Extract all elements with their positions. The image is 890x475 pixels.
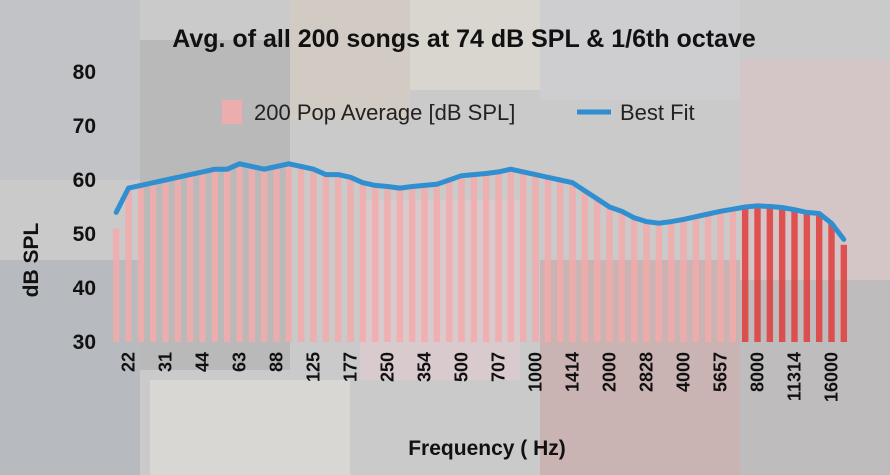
bar [680,217,687,342]
bar [162,177,169,342]
bar [334,174,342,342]
y-tick-label: 60 [73,169,96,192]
bar [630,217,638,342]
bar [149,182,157,342]
x-tick-label: 44 [193,352,213,372]
best-fit-line [113,161,847,242]
bar [717,209,724,342]
x-tick-label: 88 [267,352,287,372]
bar [815,215,823,342]
bar [791,209,798,342]
bar [137,182,145,342]
bar [655,223,663,342]
x-tick-label: 1414 [563,352,583,392]
bar [125,188,132,342]
bar [433,182,441,342]
bar [532,174,539,342]
y-tick-label: 80 [73,61,96,84]
y-tick-label: 50 [73,223,96,246]
bar [519,171,527,342]
x-tick-label: 250 [378,352,398,382]
bar [285,163,293,342]
x-axis-label: Frequency ( Hz) [408,437,566,460]
x-tick-label: 4000 [674,352,694,392]
chart-title: Avg. of all 200 songs at 74 dB SPL & 1/6… [172,25,756,53]
x-tick-label: 2000 [600,352,620,392]
bar [458,174,465,342]
bar [766,204,774,342]
legend-label-bars: 200 Pop Average [dB SPL] [254,100,515,125]
bar [322,174,330,342]
bar [470,174,478,342]
bar [778,207,786,342]
legend-swatch-bars [222,100,242,124]
bar [754,204,761,342]
bar [828,223,835,342]
bar [260,169,268,342]
bar [236,163,243,342]
x-tick-label: 500 [452,352,472,382]
x-tick-label: 1000 [526,352,546,392]
x-tick-label: 707 [489,352,509,382]
bar [593,198,601,342]
y-axis-label: dB SPL [20,222,43,297]
bar [741,207,749,342]
bar [445,177,453,342]
bar [174,177,182,342]
bar [482,171,490,342]
legend: 200 Pop Average [dB SPL] Best Fit [222,100,695,125]
bar [840,244,848,342]
bar [223,169,231,342]
bar [803,212,811,342]
x-tick-label: 5657 [711,352,731,392]
bar [421,185,428,342]
bar [273,163,280,342]
x-tick-label: 125 [304,352,324,382]
bar [408,185,416,342]
bar [729,207,737,342]
bar [618,212,626,342]
x-tick-label: 63 [230,352,250,372]
x-tick-label: 11314 [785,352,805,401]
bar [507,169,515,342]
bar [359,182,367,342]
x-tick-label: 22 [119,352,139,372]
x-tick-label: 16000 [822,352,842,402]
bar [581,190,589,342]
x-tick-label: 8000 [748,352,768,392]
bar [704,212,712,342]
bar [347,177,354,342]
bar [396,188,404,342]
bar [643,220,650,342]
bar [371,185,379,342]
x-tick-label: 177 [341,352,361,382]
bar [248,166,256,342]
bar [186,174,194,342]
bar [556,180,564,342]
x-tick-label: 354 [415,352,435,382]
y-axis-ticks: 30 40 50 60 70 80 [73,61,96,354]
bar [495,171,502,342]
bar [606,207,613,342]
x-axis-ticks: 22 31 44 63 88 125 177 250 354 500 707 1000 1414 2000… [119,352,842,402]
x-tick-label: 2828 [637,352,657,392]
bar [569,182,576,342]
bar [310,169,317,342]
bar [297,166,305,342]
bar [692,215,700,342]
bar [667,220,675,342]
y-tick-label: 70 [73,115,96,138]
bar-series [112,163,848,342]
bar [544,174,552,342]
y-tick-label: 40 [73,277,96,300]
bar [211,169,219,342]
bar [384,185,391,342]
bar [112,228,120,342]
x-tick-label: 31 [156,352,176,372]
bar [199,171,206,342]
y-tick-label: 30 [73,331,96,354]
legend-label-line: Best Fit [620,100,695,125]
